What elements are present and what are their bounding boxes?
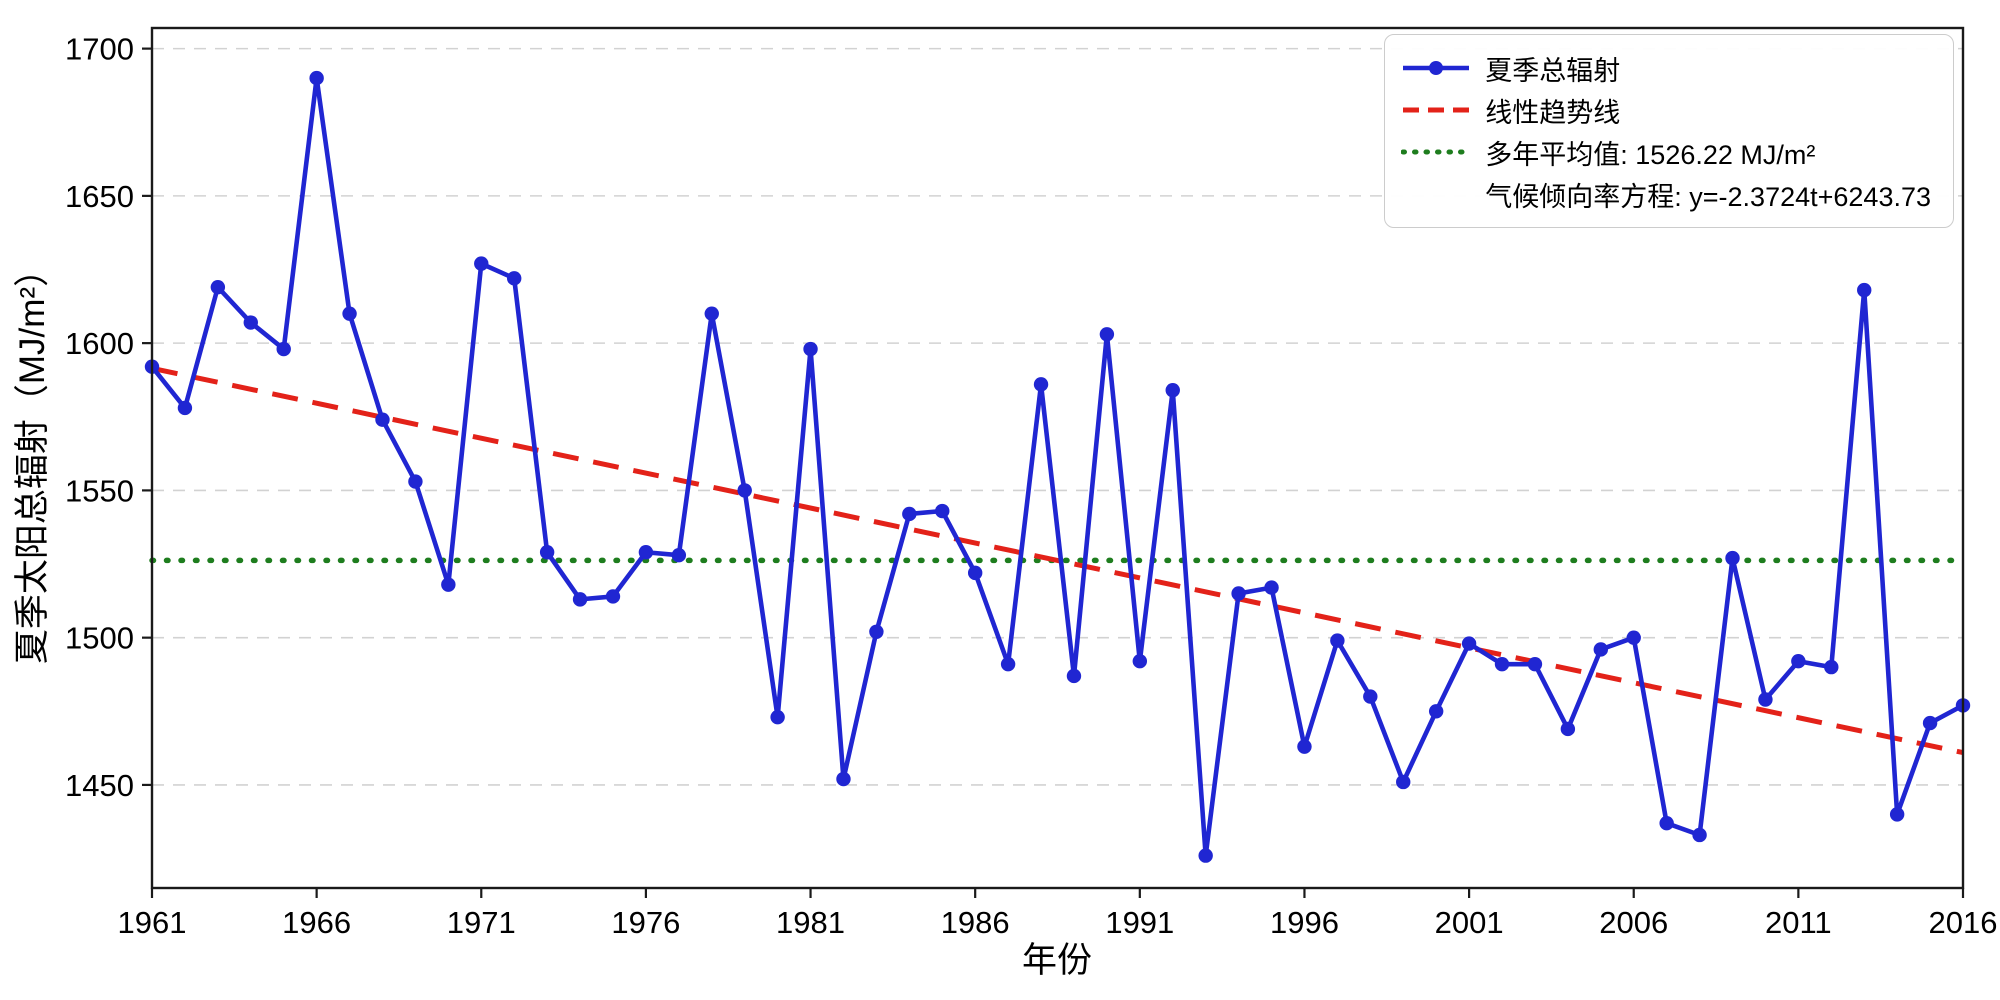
data-point-marker bbox=[1363, 689, 1378, 704]
data-point-marker bbox=[1000, 656, 1016, 672]
data-point-marker bbox=[1099, 327, 1115, 342]
x-tick-label: 1996 bbox=[1270, 905, 1339, 940]
data-point-marker bbox=[539, 545, 555, 560]
legend-item: 多年平均值: 1526.22 MJ/m² bbox=[1400, 131, 1931, 173]
data-point-marker bbox=[1593, 642, 1609, 657]
data-point-marker bbox=[342, 306, 357, 321]
legend-sample-dotted bbox=[1400, 142, 1472, 162]
legend-item: 夏季总辐射 bbox=[1401, 47, 1931, 89]
data-point-marker bbox=[1297, 739, 1312, 754]
data-point-marker bbox=[1824, 659, 1839, 675]
data-point-marker bbox=[1264, 580, 1279, 595]
data-point-marker bbox=[441, 577, 456, 592]
legend-sample-line-marker bbox=[1401, 58, 1471, 78]
legend: 夏季总辐射线性趋势线多年平均值: 1526.22 MJ/m² 气候倾向率方程: y… bbox=[1384, 34, 1954, 228]
y-tick-label: 1650 bbox=[65, 179, 134, 214]
y-tick-label: 1500 bbox=[65, 621, 134, 656]
legend-sample-dashed bbox=[1401, 100, 1471, 120]
legend-label: 线性趋势线 bbox=[1485, 97, 1621, 128]
y-tick-label: 1550 bbox=[65, 473, 134, 508]
x-tick-label: 1966 bbox=[282, 905, 351, 940]
series-layer bbox=[144, 70, 1971, 863]
data-point-marker bbox=[935, 503, 950, 519]
plot-border bbox=[150, 26, 1965, 890]
data-point-marker bbox=[375, 412, 390, 427]
data-point-marker bbox=[1626, 630, 1641, 645]
legend-label: 夏季总辐射 bbox=[1485, 55, 1621, 86]
data-point-marker bbox=[836, 771, 851, 787]
data-point-marker bbox=[177, 400, 193, 416]
data-point-marker bbox=[770, 709, 785, 725]
data-point-marker bbox=[902, 506, 917, 522]
data-point-marker bbox=[1494, 656, 1510, 672]
x-tick-label: 1961 bbox=[118, 905, 187, 940]
data-point-marker bbox=[638, 545, 654, 560]
x-tick-label: 1971 bbox=[447, 905, 516, 940]
data-point-marker bbox=[210, 279, 226, 295]
data-point-marker bbox=[1889, 807, 1905, 822]
data-point-marker bbox=[1066, 668, 1082, 684]
data-point-marker bbox=[276, 341, 291, 357]
data-point-marker bbox=[1692, 827, 1707, 843]
grid-layer bbox=[152, 47, 1963, 786]
y-tick-label: 1700 bbox=[65, 32, 134, 67]
y-tick-label: 1600 bbox=[65, 326, 134, 361]
data-point-marker bbox=[1461, 636, 1477, 651]
data-point-marker bbox=[309, 70, 324, 86]
x-axis-label: 年份 bbox=[1022, 941, 1092, 980]
x-tick-label: 1991 bbox=[1105, 905, 1174, 940]
x-tick-label: 2006 bbox=[1599, 905, 1668, 940]
data-point-marker bbox=[1198, 848, 1213, 863]
x-tick-label: 2011 bbox=[1765, 905, 1832, 940]
data-point-marker bbox=[671, 547, 687, 563]
x-tick-label: 1986 bbox=[941, 905, 1010, 940]
data-point-marker bbox=[1922, 715, 1938, 731]
data-point-marker bbox=[1560, 721, 1576, 737]
data-point-marker bbox=[1132, 654, 1148, 669]
data-point-marker bbox=[474, 256, 489, 271]
data-point-marker bbox=[572, 592, 588, 607]
axis-layer: 1961 1966 1971 1976 1981 1986 1991 1996 2001 2006… bbox=[65, 26, 1998, 940]
data-point-marker bbox=[1330, 633, 1345, 648]
legend-item: 气候倾向率方程: y=-2.3724t+6243.73 bbox=[1401, 173, 1931, 215]
data-point-marker bbox=[1725, 550, 1740, 566]
data-point-marker bbox=[1033, 377, 1049, 392]
data-point-marker bbox=[1231, 586, 1246, 601]
data-point-marker bbox=[869, 624, 884, 639]
data-point-marker bbox=[1791, 654, 1806, 669]
data-point-marker bbox=[507, 271, 522, 286]
data-point-marker bbox=[1527, 656, 1543, 672]
data-point-marker bbox=[1428, 704, 1444, 719]
data-point-marker bbox=[967, 565, 983, 581]
x-tick-label: 2016 bbox=[1929, 905, 1998, 940]
data-point-marker bbox=[1857, 282, 1872, 298]
data-point-marker bbox=[1659, 816, 1674, 831]
x-tick-label: 2001 bbox=[1435, 905, 1504, 940]
y-axis-label: 夏季太阳总辐射（MJ/m²） bbox=[13, 252, 52, 664]
legend-label: 气候倾向率方程: y=-2.3724t+6243.73 bbox=[1485, 181, 1931, 212]
legend-item: 线性趋势线 bbox=[1401, 89, 1931, 131]
data-point-marker bbox=[737, 483, 752, 498]
x-tick-label: 1976 bbox=[611, 905, 680, 940]
data-point-marker bbox=[408, 474, 423, 489]
y-tick-label: 1450 bbox=[65, 768, 134, 803]
trend-line bbox=[151, 365, 1964, 756]
data-point-marker bbox=[704, 306, 719, 321]
x-tick-label: 1981 bbox=[776, 905, 845, 940]
series-line bbox=[150, 75, 1965, 858]
data-point-marker bbox=[1165, 383, 1180, 398]
data-point-marker bbox=[803, 341, 818, 357]
data-point-marker bbox=[1758, 692, 1773, 707]
legend-sample-none bbox=[1401, 184, 1471, 204]
data-point-marker bbox=[243, 315, 258, 330]
legend-label: 多年平均值: 1526.22 MJ/m² bbox=[1485, 139, 1816, 170]
data-point-marker bbox=[1396, 774, 1411, 790]
data-point-marker bbox=[605, 589, 621, 604]
